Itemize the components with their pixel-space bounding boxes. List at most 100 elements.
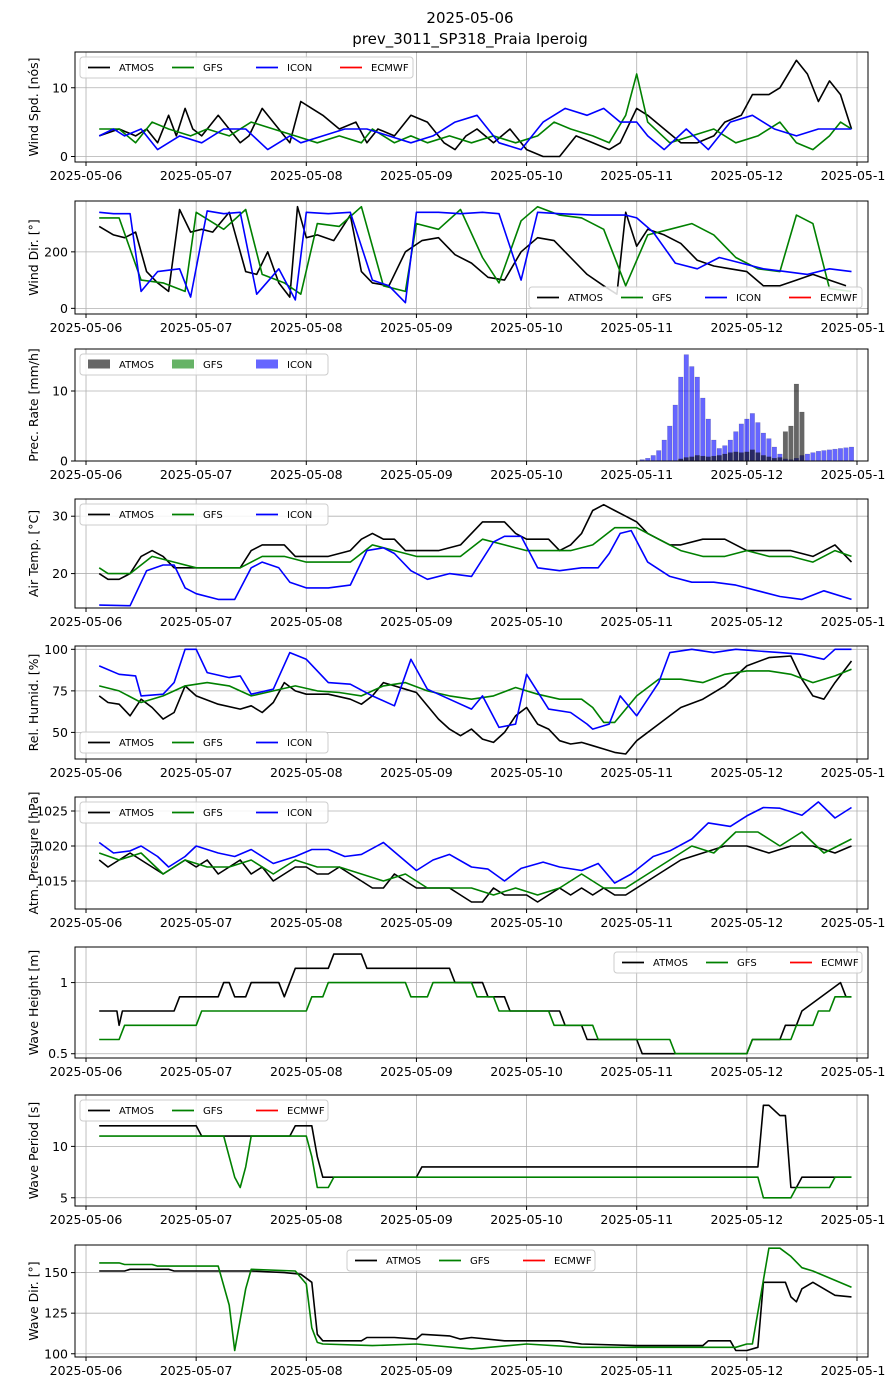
panel-5: 2025-05-06 2025-05-07 2025-05-08 2025-05-09… xyxy=(26,642,886,780)
x-tick-label: 2025-05-08 xyxy=(270,320,343,335)
y-axis-label: Rel. Humid. [%] xyxy=(26,654,41,752)
x-tick-label: 2025-05-13 xyxy=(821,467,886,482)
legend-label-icon: ICON xyxy=(287,510,312,521)
x-tick-label: 2025-05-10 xyxy=(490,1363,563,1378)
legend-label-gfs: GFS xyxy=(203,1106,223,1117)
x-tick-label: 2025-05-13 xyxy=(821,1064,886,1079)
legend-label-icon: ICON xyxy=(287,808,312,819)
legend-box xyxy=(79,801,329,824)
x-tick-label: 2025-05-12 xyxy=(711,765,784,780)
bar-atmos xyxy=(755,452,761,461)
series-line-gfs xyxy=(99,981,852,1055)
legend-label-atmos: ATMOS xyxy=(119,738,154,749)
bar-atmos xyxy=(727,452,733,461)
x-tick-label: 2025-05-08 xyxy=(270,765,343,780)
panel-8: 2025-05-06 2025-05-07 2025-05-08 2025-05-09… xyxy=(26,1094,886,1227)
x-tick-label: 2025-05-06 xyxy=(50,915,123,930)
x-tick-label: 2025-05-09 xyxy=(380,1363,453,1378)
series-line-icon xyxy=(99,210,852,304)
bar-atmos xyxy=(771,458,777,461)
bar-atmos xyxy=(744,451,750,461)
bar-atmos xyxy=(733,451,739,461)
series-line-icon xyxy=(98,648,852,730)
bar-icon xyxy=(694,376,700,461)
series-line-atmos xyxy=(98,845,852,903)
x-tick-label: 2025-05-11 xyxy=(600,915,673,930)
axes-frame xyxy=(74,1094,869,1207)
panel-1: 2025-05-06 2025-05-07 2025-05-08 2025-05-09… xyxy=(26,51,886,183)
x-tick-label: 2025-05-12 xyxy=(711,168,784,183)
x-tick-label: 2025-05-12 xyxy=(711,1212,784,1227)
legend-label-atmos: ATMOS xyxy=(119,510,154,521)
y-tick-label: 30 xyxy=(52,509,68,524)
x-tick-label: 2025-05-07 xyxy=(160,320,233,335)
legend-box xyxy=(79,731,329,754)
bar-icon xyxy=(727,439,733,461)
legend-label-atmos: ATMOS xyxy=(119,1106,154,1117)
bar-icon xyxy=(821,450,827,461)
bar-icon xyxy=(843,447,849,461)
legend: ATMOS GFS ICON xyxy=(79,731,329,754)
x-tick-label: 2025-05-08 xyxy=(270,614,343,629)
x-tick-label: 2025-05-12 xyxy=(711,915,784,930)
legend-swatch-atmos xyxy=(88,359,110,369)
bar-atmos xyxy=(738,452,744,461)
x-tick-label: 2025-05-11 xyxy=(600,765,673,780)
x-tick-label: 2025-05-08 xyxy=(270,1064,343,1079)
y-tick-label: 1015 xyxy=(36,874,68,889)
bar-icon xyxy=(678,376,684,461)
legend-box xyxy=(79,1099,329,1122)
x-tick-label: 2025-05-09 xyxy=(380,1064,453,1079)
x-tick-label: 2025-05-13 xyxy=(821,1363,886,1378)
x-tick-label: 2025-05-09 xyxy=(380,915,453,930)
x-tick-label: 2025-05-06 xyxy=(50,1363,123,1378)
bar-icon xyxy=(760,432,766,461)
x-tick-label: 2025-05-10 xyxy=(490,168,563,183)
figure-title: 2025-05-06 xyxy=(426,9,513,27)
x-tick-label: 2025-05-12 xyxy=(711,467,784,482)
bar-icon xyxy=(672,404,678,461)
x-tick-label: 2025-05-11 xyxy=(600,320,673,335)
series-line-gfs xyxy=(98,831,852,896)
x-tick-label: 2025-05-11 xyxy=(600,168,673,183)
x-tick-label: 2025-05-10 xyxy=(490,765,563,780)
x-tick-label: 2025-05-12 xyxy=(711,1064,784,1079)
x-tick-label: 2025-05-09 xyxy=(380,320,453,335)
y-tick-label: 0 xyxy=(60,149,68,164)
series-line-gfs xyxy=(98,526,852,575)
y-tick-label: 125 xyxy=(44,1306,68,1321)
legend: ATMOS GFS ICON ECMWF xyxy=(79,56,414,79)
x-tick-label: 2025-05-08 xyxy=(270,1363,343,1378)
bar-icon xyxy=(815,451,821,461)
legend: ATMOS GFS ECMWF xyxy=(613,951,863,974)
x-tick-label: 2025-05-10 xyxy=(490,1064,563,1079)
legend-box xyxy=(613,951,863,974)
legend-label-icon: ICON xyxy=(287,360,312,371)
bar-icon xyxy=(826,449,832,461)
panels: 2025-05-06 2025-05-07 2025-05-08 2025-05-09… xyxy=(26,51,886,1378)
bar-atmos xyxy=(760,455,766,461)
legend-label-atmos: ATMOS xyxy=(119,63,154,74)
x-tick-label: 2025-05-07 xyxy=(160,1212,233,1227)
x-tick-label: 2025-05-07 xyxy=(160,765,233,780)
bar-icon xyxy=(733,431,739,461)
x-tick-label: 2025-05-08 xyxy=(270,467,343,482)
legend: ATMOS GFS ECMWF xyxy=(79,1099,329,1122)
plot-data xyxy=(639,354,854,461)
x-tick-label: 2025-05-13 xyxy=(821,1212,886,1227)
bar-icon xyxy=(689,366,695,461)
plot-data xyxy=(98,59,853,158)
y-axis-label: Prec. Rate [mm/h] xyxy=(26,348,41,462)
x-tick-label: 2025-05-06 xyxy=(50,467,123,482)
legend-label-atmos: ATMOS xyxy=(119,360,154,371)
x-tick-label: 2025-05-12 xyxy=(711,614,784,629)
y-tick-label: 0 xyxy=(60,301,68,316)
legend-label-gfs: GFS xyxy=(203,63,223,74)
x-tick-label: 2025-05-06 xyxy=(50,614,123,629)
bar-icon xyxy=(804,453,810,461)
y-tick-label: 200 xyxy=(44,244,68,259)
y-axis-label: Wave Dir. [°] xyxy=(26,1261,41,1340)
x-tick-label: 2025-05-11 xyxy=(600,1064,673,1079)
series-line-gfs xyxy=(99,205,852,296)
